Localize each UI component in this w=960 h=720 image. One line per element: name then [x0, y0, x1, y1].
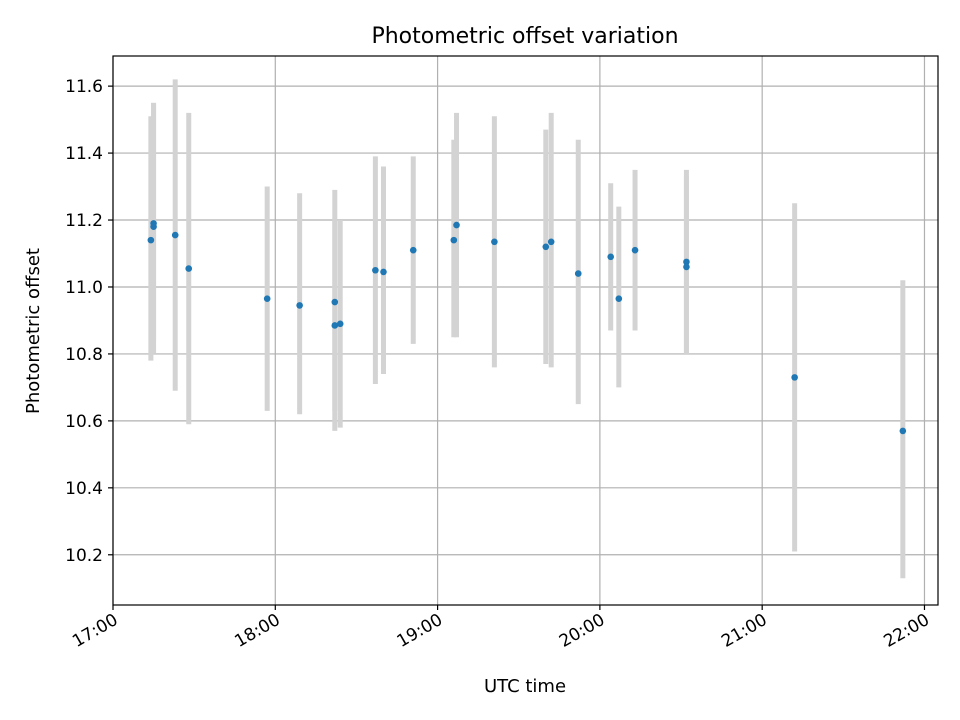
- data-point: [331, 298, 339, 306]
- grid-lines: [112, 56, 938, 605]
- plot-frame: [112, 55, 939, 606]
- data-points: [147, 220, 907, 435]
- data-point: [147, 236, 155, 244]
- data-point: [150, 220, 157, 227]
- data-point: [372, 266, 379, 274]
- data-point: [899, 427, 907, 435]
- data-point: [542, 243, 550, 251]
- data-point: [453, 221, 460, 229]
- data-point: [631, 246, 639, 254]
- data-point: [171, 231, 179, 239]
- data-point: [380, 268, 387, 276]
- y-tick-label: 10.2: [65, 546, 103, 566]
- x-axis-label: UTC time: [484, 676, 566, 697]
- data-point: [185, 265, 193, 272]
- data-point: [409, 246, 417, 254]
- y-axis-label: Photometric offset: [23, 248, 44, 414]
- y-tick-label: 11.4: [65, 144, 103, 164]
- data-point: [336, 320, 344, 328]
- y-tick-label: 10.6: [65, 412, 103, 432]
- data-point: [450, 236, 458, 244]
- y-tick-label: 11.0: [65, 278, 103, 298]
- data-point: [683, 258, 690, 266]
- data-point: [263, 295, 271, 302]
- y-tick-label: 10.8: [65, 345, 103, 365]
- data-point: [615, 295, 623, 302]
- y-tick-label: 10.4: [65, 479, 103, 499]
- y-tick-label: 11.6: [65, 77, 103, 97]
- data-point: [296, 302, 303, 309]
- data-point: [491, 238, 498, 246]
- data-point: [683, 263, 690, 271]
- data-point: [791, 374, 798, 381]
- y-tick-label: 11.2: [65, 211, 103, 231]
- data-point: [574, 270, 582, 277]
- data-point: [607, 253, 615, 261]
- data-point: [547, 238, 555, 246]
- chart-title: Photometric offset variation: [371, 24, 678, 49]
- y-axis-ticks: 10.2 10.4 10.6 10.8 11.0 11.2 11.4 11.6: [65, 77, 113, 566]
- data-point: [331, 322, 339, 329]
